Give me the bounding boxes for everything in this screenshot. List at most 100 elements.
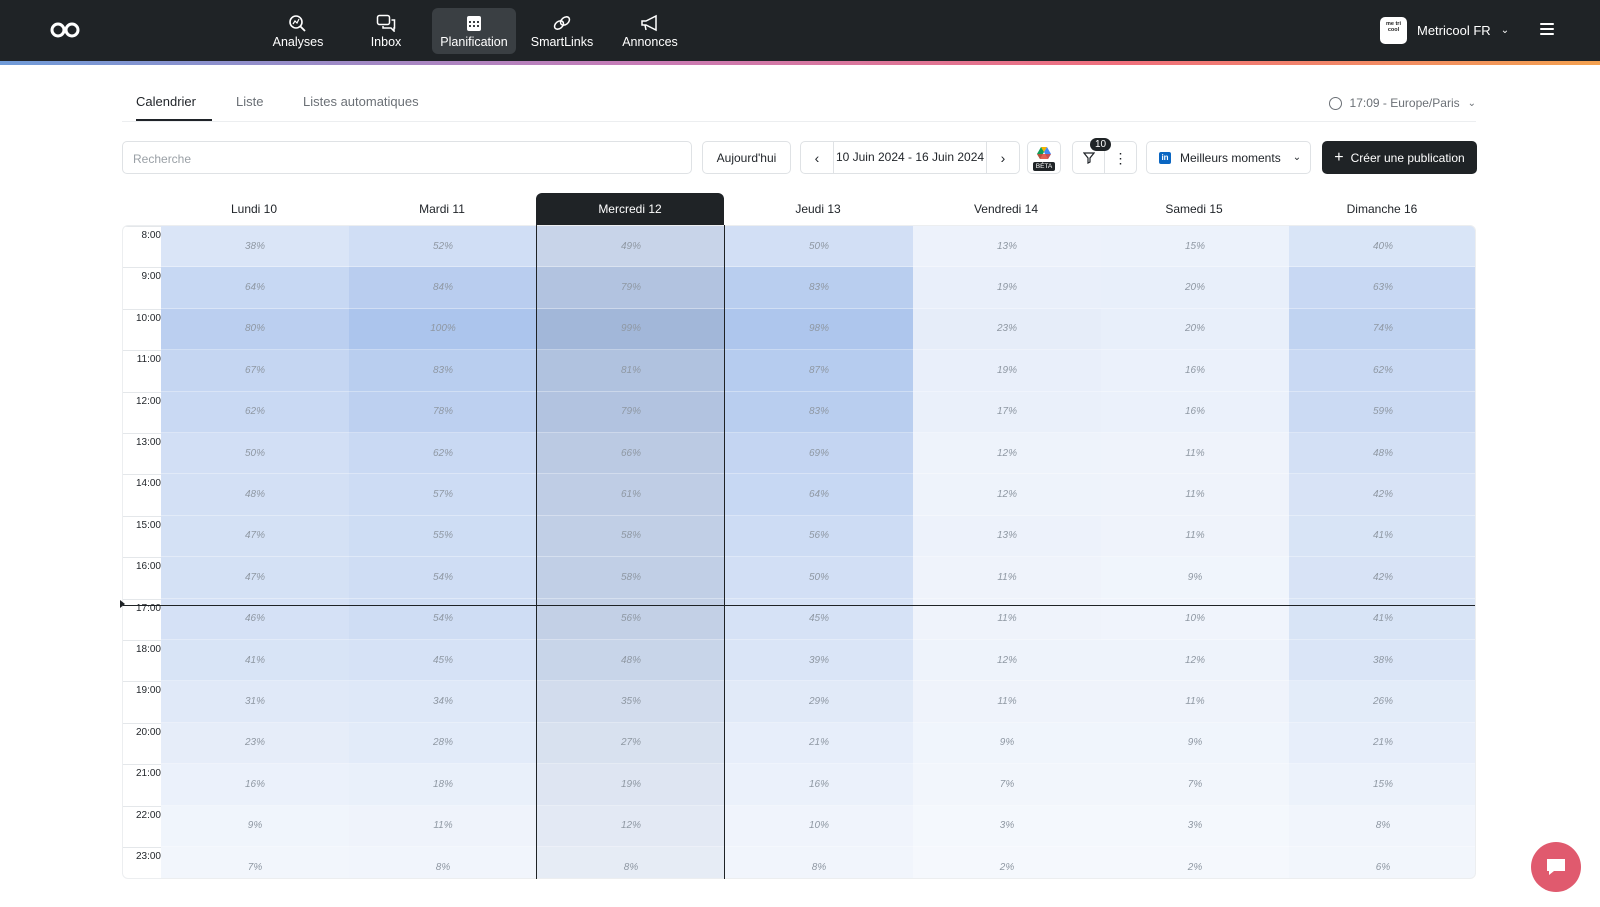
heatmap-cell[interactable]: 8% — [725, 847, 913, 878]
heatmap-cell[interactable]: 35% — [537, 681, 725, 723]
heatmap-cell[interactable]: 8% — [1289, 805, 1475, 847]
nav-planification[interactable]: Planification — [432, 8, 516, 54]
heatmap-cell[interactable]: 98% — [725, 308, 913, 351]
heatmap-cell[interactable]: 79% — [537, 267, 725, 309]
search-input[interactable]: Recherche — [122, 141, 692, 174]
heatmap-cell[interactable]: 19% — [537, 764, 725, 806]
tab-calendrier[interactable]: Calendrier — [136, 94, 212, 121]
heatmap-cell[interactable]: 16% — [161, 764, 349, 806]
heatmap-cell[interactable]: 19% — [913, 267, 1101, 309]
day-header[interactable]: Mardi 11 — [419, 202, 465, 216]
heatmap-cell[interactable]: 41% — [1289, 515, 1475, 558]
metricool-logo-icon[interactable] — [49, 21, 81, 39]
heatmap-cell[interactable]: 7% — [1101, 764, 1289, 806]
heatmap-cell[interactable]: 62% — [1289, 350, 1475, 392]
heatmap-cell[interactable]: 13% — [913, 515, 1101, 558]
heatmap-cell[interactable]: 12% — [913, 433, 1101, 475]
heatmap-cell[interactable]: 2% — [913, 847, 1101, 878]
heatmap-cell[interactable]: 28% — [349, 722, 537, 765]
heatmap-cell[interactable]: 12% — [913, 640, 1101, 682]
heatmap-cell[interactable]: 50% — [725, 226, 913, 268]
heatmap-cell[interactable]: 81% — [537, 350, 725, 392]
heatmap-cell[interactable]: 58% — [537, 557, 725, 599]
heatmap-cell[interactable]: 11% — [1101, 515, 1289, 558]
heatmap-cell[interactable]: 42% — [1289, 557, 1475, 599]
heatmap-cell[interactable]: 12% — [1101, 640, 1289, 682]
heatmap-cell[interactable]: 26% — [1289, 681, 1475, 723]
heatmap-cell[interactable]: 79% — [537, 391, 725, 433]
heatmap-cell[interactable]: 11% — [1101, 474, 1289, 516]
heatmap-cell[interactable]: 74% — [1289, 308, 1475, 351]
heatmap-cell[interactable]: 61% — [537, 474, 725, 516]
more-options-button[interactable]: ⋮ — [1105, 142, 1136, 173]
heatmap-cell[interactable]: 23% — [913, 308, 1101, 351]
heatmap-cell[interactable]: 7% — [161, 847, 349, 878]
heatmap-cell[interactable]: 23% — [161, 722, 349, 765]
heatmap-cell[interactable]: 9% — [913, 722, 1101, 765]
heatmap-cell[interactable]: 15% — [1289, 764, 1475, 806]
heatmap-cell[interactable]: 38% — [161, 226, 349, 268]
heatmap-cell[interactable]: 11% — [349, 805, 537, 847]
heatmap-cell[interactable]: 7% — [913, 764, 1101, 806]
tab-listes-automatiques[interactable]: Listes automatiques — [303, 94, 419, 109]
heatmap-cell[interactable]: 2% — [1101, 847, 1289, 878]
heatmap-cell[interactable]: 11% — [913, 557, 1101, 599]
day-header[interactable]: Lundi 10 — [230, 202, 278, 216]
heatmap-cell[interactable]: 16% — [1101, 350, 1289, 392]
heatmap-cell[interactable]: 48% — [161, 474, 349, 516]
heatmap-cell[interactable]: 83% — [725, 267, 913, 309]
tab-liste[interactable]: Liste — [236, 94, 264, 109]
heatmap-cell[interactable]: 20% — [1101, 267, 1289, 309]
heatmap-cell[interactable]: 8% — [349, 847, 537, 878]
heatmap-cell[interactable]: 11% — [913, 681, 1101, 723]
heatmap-cell[interactable]: 27% — [537, 722, 725, 765]
heatmap-cell[interactable]: 20% — [1101, 308, 1289, 351]
heatmap-cell[interactable]: 16% — [725, 764, 913, 806]
heatmap-cell[interactable]: 59% — [1289, 391, 1475, 433]
heatmap-cell[interactable]: 58% — [537, 515, 725, 558]
heatmap-cell[interactable]: 67% — [161, 350, 349, 392]
heatmap-cell[interactable]: 57% — [349, 474, 537, 516]
heatmap-cell[interactable]: 99% — [537, 308, 725, 351]
heatmap-cell[interactable]: 21% — [725, 722, 913, 765]
heatmap-cell[interactable]: 54% — [349, 557, 537, 599]
heatmap-cell[interactable]: 31% — [161, 681, 349, 723]
heatmap-cell[interactable]: 55% — [349, 515, 537, 558]
heatmap-cell[interactable]: 45% — [349, 640, 537, 682]
nav-analyses[interactable]: Analyses — [256, 8, 340, 54]
day-header[interactable]: Vendredi 14 — [973, 202, 1039, 216]
heatmap-cell[interactable]: 84% — [349, 267, 537, 309]
heatmap-cell[interactable]: 49% — [537, 226, 725, 268]
filter-button[interactable] — [1073, 142, 1105, 173]
heatmap-cell[interactable]: 56% — [725, 515, 913, 558]
prev-week-button[interactable]: ‹ — [801, 142, 833, 173]
best-times-dropdown[interactable]: in Meilleurs moments ⌄ — [1146, 141, 1311, 174]
heatmap-cell[interactable]: 6% — [1289, 847, 1475, 878]
heatmap-cell[interactable]: 3% — [1101, 805, 1289, 847]
day-header[interactable]: Dimanche 16 — [1346, 202, 1418, 216]
day-header[interactable]: Samedi 15 — [1165, 202, 1223, 216]
account-switcher[interactable]: me tri cool Metricool FR ⌄ — [1380, 17, 1509, 44]
heatmap-cell[interactable]: 42% — [1289, 474, 1475, 516]
nav-inbox[interactable]: Inbox — [344, 8, 428, 54]
heatmap-cell[interactable]: 63% — [1289, 267, 1475, 309]
menu-icon[interactable] — [1540, 23, 1554, 35]
google-drive-button[interactable]: BÉTA — [1027, 141, 1061, 174]
heatmap-cell[interactable]: 12% — [537, 805, 725, 847]
heatmap-cell[interactable]: 100% — [349, 308, 537, 351]
heatmap-cell[interactable]: 18% — [349, 764, 537, 806]
heatmap-cell[interactable]: 9% — [161, 805, 349, 847]
heatmap-cell[interactable]: 64% — [725, 474, 913, 516]
heatmap-cell[interactable]: 8% — [537, 847, 725, 878]
today-button[interactable]: Aujourd'hui — [702, 141, 791, 174]
heatmap-cell[interactable]: 16% — [1101, 391, 1289, 433]
heatmap-cell[interactable]: 38% — [1289, 640, 1475, 682]
heatmap-cell[interactable]: 12% — [913, 474, 1101, 516]
heatmap-cell[interactable]: 15% — [1101, 226, 1289, 268]
heatmap-cell[interactable]: 10% — [725, 805, 913, 847]
heatmap-cell[interactable]: 62% — [349, 433, 537, 475]
heatmap-cell[interactable]: 50% — [725, 557, 913, 599]
nav-annonces[interactable]: Annonces — [608, 8, 692, 54]
heatmap-cell[interactable]: 21% — [1289, 722, 1475, 765]
heatmap-cell[interactable]: 83% — [725, 391, 913, 433]
